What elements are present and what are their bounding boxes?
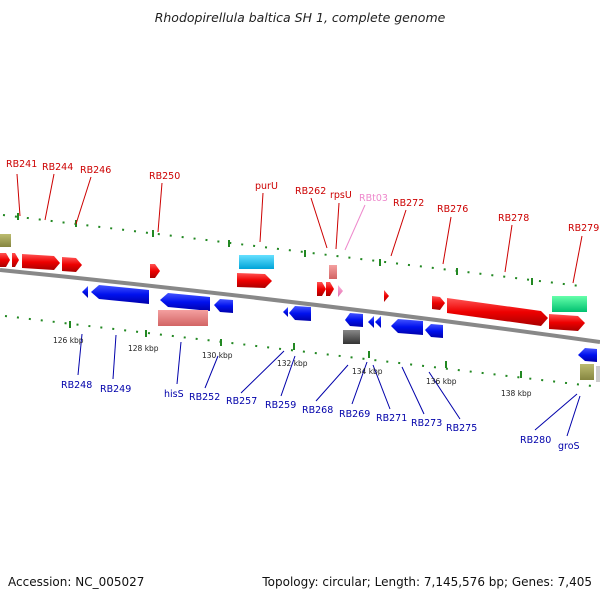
reverse-genes — [82, 285, 600, 382]
label-purU: purU — [255, 181, 278, 192]
label-rbt03: RBt03 — [359, 193, 388, 204]
label-rb241: RB241 — [6, 159, 37, 170]
label-rb246: RB246 — [80, 165, 111, 176]
label-rb248: RB248 — [61, 380, 92, 391]
gene-rb269 — [368, 316, 374, 328]
gene-rb241 — [0, 253, 10, 267]
gene-purU-b — [237, 273, 272, 288]
gene-rb249 — [91, 285, 149, 304]
gene-rb269b — [375, 316, 381, 328]
label-rb271: RB271 — [376, 413, 407, 424]
gene-rb271 — [391, 319, 423, 335]
gene-rb257 — [283, 307, 288, 317]
label-rb279: RB279 — [568, 223, 599, 234]
label-rb278: RB278 — [498, 213, 529, 224]
bottom-leader-lines — [77, 333, 581, 437]
scale-138kbp: 138 kbp — [501, 389, 532, 398]
genome-backbone — [0, 268, 600, 344]
gene-rb272 — [384, 290, 389, 302]
gene-rb262 — [329, 265, 337, 279]
label-rb257: RB257 — [226, 396, 257, 407]
scale-128kbp: 128 kbp — [128, 344, 159, 353]
rna-leader-line — [344, 204, 366, 251]
forward-genes — [0, 234, 587, 331]
gene-olive — [0, 234, 11, 247]
bottom-gene-labels: RB248 RB249 hisS RB252 RB257 RB259 RB268… — [61, 380, 580, 452]
label-rb275: RB275 — [446, 423, 477, 434]
label-rb250: RB250 — [149, 171, 180, 182]
gene-rb252 — [214, 299, 233, 313]
gene-rb250 — [150, 264, 160, 278]
top-leader-lines — [16, 173, 583, 284]
gene-rpsU-b — [326, 282, 334, 296]
scale-labels: 126 kbp 128 kbp 130 kbp 132 kbp 134 kbp … — [53, 336, 532, 398]
gene-rb280-blue — [578, 348, 597, 362]
gene-rb244 — [12, 253, 19, 267]
gene-rb268-blue — [345, 313, 363, 327]
gene-rb259 — [289, 306, 311, 321]
accession-text: Accession: NC_005027 — [8, 575, 145, 589]
label-rpsU: rpsU — [330, 190, 352, 201]
gene-RBt03 — [338, 285, 343, 297]
label-rb272: RB272 — [393, 198, 424, 209]
gene-groS — [580, 364, 594, 380]
gene-groS-b — [596, 366, 600, 382]
label-rb249: RB249 — [100, 384, 131, 395]
gene-hisS-blue — [160, 293, 210, 311]
top-gene-labels: RB241 RB244 RB246 RB250 purU RB262 rpsU … — [6, 159, 599, 234]
gene-hisS — [158, 310, 208, 326]
gene-rb246b — [62, 257, 82, 272]
label-rb252: RB252 — [189, 392, 220, 403]
genome-title: Rhodopirellula baltica SH 1, complete ge… — [154, 10, 446, 25]
gene-rb268 — [343, 330, 360, 344]
label-rb244: RB244 — [42, 162, 73, 173]
scale-134kbp: 134 kbp — [352, 367, 383, 376]
scale-126kbp: 126 kbp — [53, 336, 84, 345]
gene-rb248 — [82, 286, 88, 298]
scale-132kbp: 132 kbp — [277, 359, 308, 368]
label-rb269: RB269 — [339, 409, 370, 420]
label-rb268: RB268 — [302, 405, 333, 416]
label-hisS: hisS — [164, 389, 184, 400]
label-rb280: RB280 — [520, 435, 551, 446]
label-rb273: RB273 — [411, 418, 442, 429]
scale-136kbp: 136 kbp — [426, 377, 457, 386]
gene-rpsU-a — [317, 282, 326, 296]
label-rb262: RB262 — [295, 186, 326, 197]
gene-purU — [239, 255, 274, 269]
gene-rb246 — [22, 254, 60, 270]
forward-tick-track — [2, 213, 581, 287]
genome-summary-text: Topology: circular; Length: 7,145,576 bp… — [262, 575, 592, 589]
gene-rb273 — [425, 324, 443, 338]
reverse-tick-track — [4, 315, 600, 388]
gene-rb278 — [447, 298, 548, 326]
label-rb259: RB259 — [265, 400, 296, 411]
scale-130kbp: 130 kbp — [202, 351, 233, 360]
gene-rb279-green — [552, 296, 587, 312]
label-rb276: RB276 — [437, 204, 468, 215]
label-groS: groS — [558, 441, 580, 452]
gene-rb279 — [549, 314, 585, 331]
gene-rb276 — [432, 296, 445, 310]
